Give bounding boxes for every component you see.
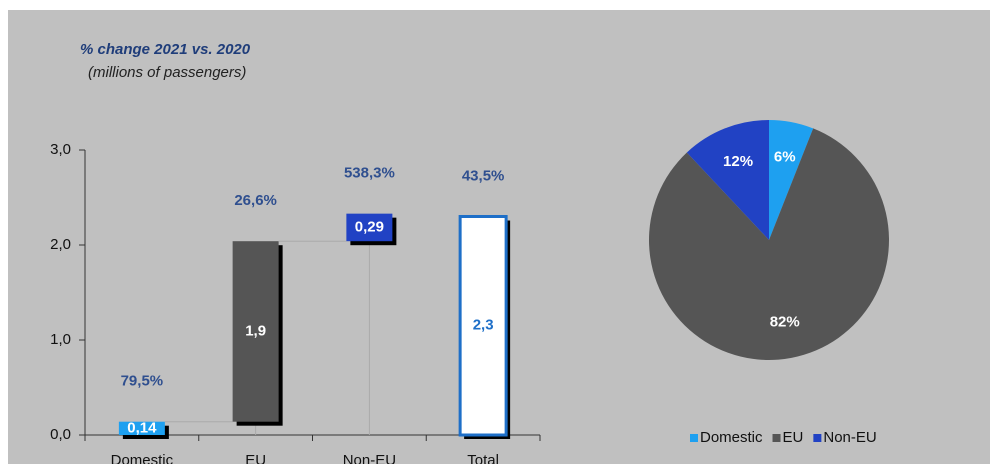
- legend-swatch: [813, 434, 822, 442]
- x-tick-label: Domestic: [111, 452, 174, 464]
- bar: [232, 241, 279, 422]
- annotation: 43,5%: [462, 167, 505, 184]
- x-tick-label: Non-EU: [343, 452, 396, 464]
- annotation: 538,3%: [344, 165, 395, 182]
- value-label: 0,14: [127, 419, 157, 436]
- y-tick-label: 1,0: [50, 331, 71, 348]
- chart-subtitle: (millions of passengers): [88, 64, 246, 81]
- pie-slice: [686, 120, 769, 240]
- annotation: 79,5%: [121, 373, 164, 390]
- legend-label: Non-EU: [823, 429, 876, 446]
- legend-swatch: [772, 434, 781, 442]
- x-tick-label: EU: [245, 452, 266, 464]
- value-label: 1,9: [245, 322, 266, 339]
- y-tick-label: 2,0: [50, 236, 71, 253]
- bar: [458, 215, 508, 437]
- slice-label: 6%: [774, 148, 796, 165]
- slice-label: 82%: [770, 313, 800, 330]
- annotation: 26,6%: [234, 192, 277, 209]
- chart-title: % change 2021 vs. 2020: [80, 41, 251, 58]
- legend-swatch: [690, 434, 698, 442]
- legend-label: Domestic: [700, 429, 763, 446]
- bar: [346, 213, 393, 242]
- y-tick-label: 0,0: [50, 426, 71, 443]
- y-tick-label: 3,0: [50, 141, 71, 158]
- value-label: 0,29: [355, 218, 384, 235]
- slice-label: 12%: [723, 153, 753, 170]
- legend-label: EU: [783, 429, 804, 446]
- pie-slice: [769, 120, 814, 240]
- value-label: 2,3: [473, 317, 494, 334]
- pie-slice: [649, 128, 889, 361]
- bar: [118, 421, 165, 435]
- x-tick-label: Total: [467, 452, 499, 464]
